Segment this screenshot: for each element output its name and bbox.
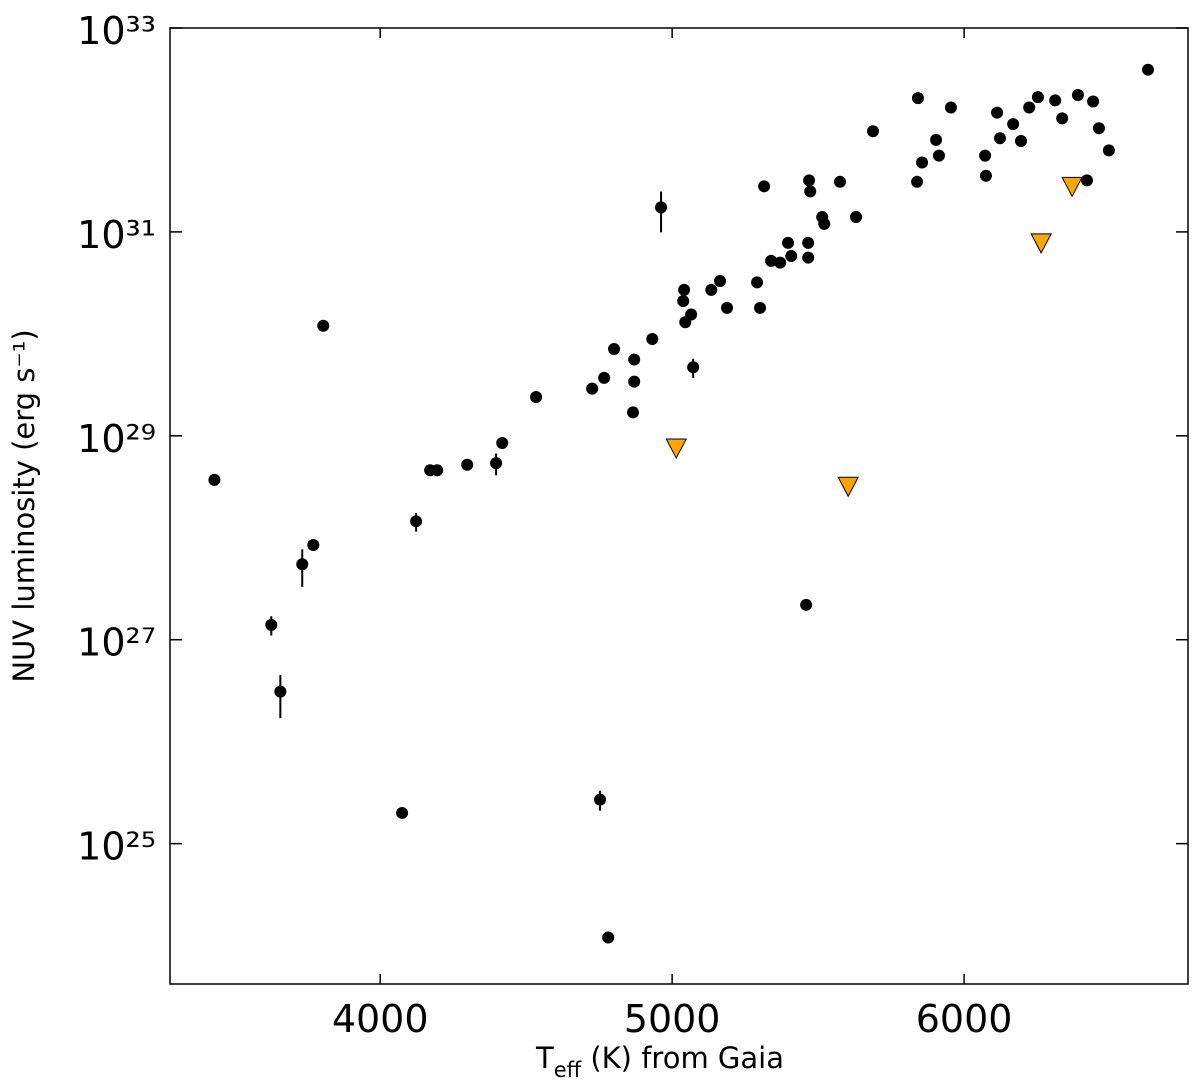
data-point <box>1092 122 1105 135</box>
data-point <box>800 598 813 611</box>
data-point <box>754 301 767 314</box>
data-point <box>687 361 700 374</box>
data-point <box>916 156 929 169</box>
x-label-main: T <box>535 1041 554 1075</box>
data-point <box>296 558 309 571</box>
upper-limit-marker <box>665 438 688 460</box>
data-point <box>496 437 509 450</box>
data-point <box>265 618 278 631</box>
data-point <box>803 174 816 187</box>
upper-limit-marker <box>1061 176 1083 198</box>
data-point <box>431 464 444 477</box>
data-point <box>1102 144 1115 157</box>
data-point <box>628 375 641 388</box>
data-point <box>1080 174 1093 187</box>
data-point <box>628 353 641 366</box>
data-point <box>396 806 409 819</box>
data-point <box>208 473 221 486</box>
plot-frame <box>169 27 1189 985</box>
x-label-rest: (K) from Gaia <box>581 1041 784 1075</box>
data-point <box>410 515 423 528</box>
y-tick-label: 10²⁵ <box>77 825 156 869</box>
data-point <box>1049 94 1062 107</box>
data-point <box>944 101 957 114</box>
data-point <box>993 132 1006 145</box>
data-point <box>850 211 863 224</box>
data-point <box>677 295 690 308</box>
data-point <box>765 254 778 267</box>
data-point <box>1142 63 1155 76</box>
data-point <box>1031 91 1044 104</box>
x-tick-label: 4000 <box>332 997 429 1041</box>
data-point <box>490 457 503 470</box>
x-tick-label: 5000 <box>624 997 721 1041</box>
x-label-subscript: eff <box>554 1058 582 1082</box>
data-point <box>979 149 992 162</box>
y-tick-label: 10²⁷ <box>77 621 156 665</box>
data-point <box>804 185 817 198</box>
data-point <box>594 793 607 806</box>
data-point <box>911 175 924 188</box>
data-point <box>608 343 621 356</box>
data-point <box>866 125 879 138</box>
data-point <box>930 133 943 146</box>
y-axis-label: NUV luminosity (erg s⁻¹) <box>7 329 41 682</box>
data-point <box>685 308 698 321</box>
y-tick-label: 10³¹ <box>77 213 156 257</box>
data-point <box>705 283 718 296</box>
data-point <box>802 236 815 249</box>
data-point <box>979 169 992 182</box>
data-point <box>802 251 815 264</box>
data-point <box>1087 95 1100 108</box>
data-point <box>834 175 847 188</box>
data-point <box>655 201 668 214</box>
data-point <box>602 931 615 944</box>
data-point <box>461 458 474 471</box>
data-point <box>1056 112 1069 125</box>
data-point <box>721 301 734 314</box>
data-point <box>818 217 831 230</box>
data-point <box>317 319 330 332</box>
data-point <box>598 371 611 384</box>
data-point <box>758 180 771 193</box>
data-point <box>307 538 320 551</box>
data-point <box>1015 134 1028 147</box>
upper-limit-marker <box>837 476 860 498</box>
data-point <box>646 333 659 346</box>
y-tick-label: 10²⁹ <box>77 417 156 461</box>
data-point <box>586 382 599 395</box>
data-point <box>782 236 795 249</box>
data-point <box>932 149 945 162</box>
data-point <box>911 92 924 105</box>
upper-limit-marker <box>1030 233 1052 254</box>
data-point <box>1023 101 1036 114</box>
x-tick-label: 6000 <box>916 997 1013 1041</box>
data-point <box>1071 89 1084 102</box>
y-tick-label: 10³³ <box>77 9 156 53</box>
data-point <box>530 391 543 404</box>
data-point <box>627 406 640 419</box>
data-point <box>274 685 287 698</box>
data-point <box>714 274 727 287</box>
data-point <box>774 256 787 269</box>
data-point <box>678 283 691 296</box>
data-point <box>991 106 1004 119</box>
data-point <box>785 250 798 263</box>
data-point <box>1007 118 1020 131</box>
x-axis-label: Teff (K) from Gaia <box>535 1041 784 1082</box>
data-point <box>751 276 764 289</box>
